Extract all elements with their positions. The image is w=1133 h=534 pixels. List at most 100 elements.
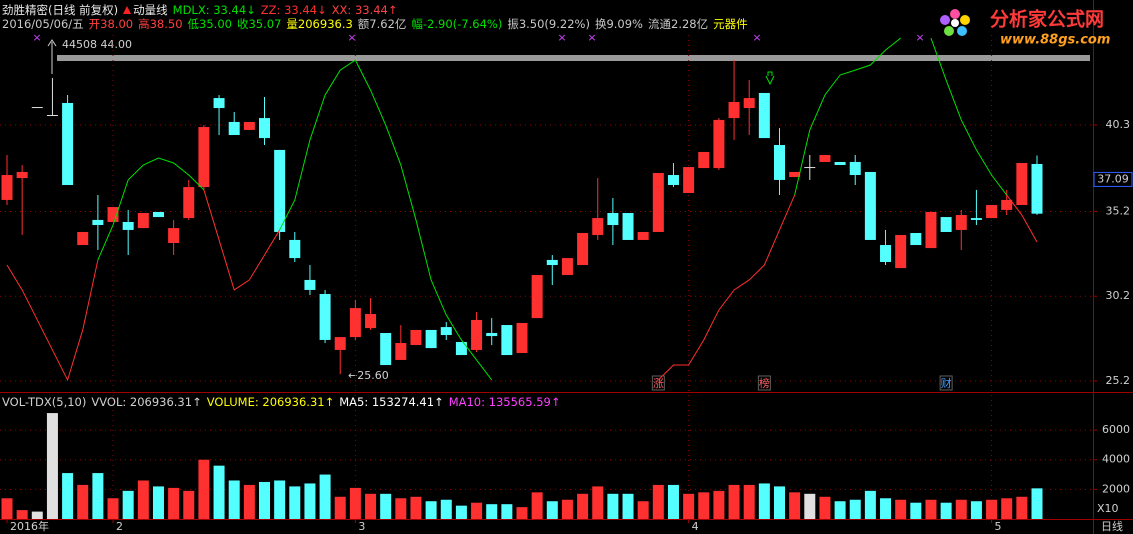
- indicator-line: [97, 157, 205, 261]
- volume-bar: [198, 459, 210, 519]
- marker: ×: [32, 31, 41, 44]
- legend-entry: XX: 33.44↑: [331, 3, 398, 17]
- candle-body: [395, 343, 407, 360]
- candle-body: [713, 119, 725, 169]
- volume-bar: [804, 493, 816, 519]
- volume-bar: [592, 486, 604, 519]
- candle-body: [152, 211, 164, 218]
- candle-body: [1031, 164, 1043, 214]
- candle-body: [213, 98, 225, 109]
- volume-bar: [758, 483, 770, 519]
- volume-bar: [940, 502, 952, 519]
- candle-body: [683, 167, 695, 193]
- candle-body: [77, 231, 89, 246]
- volume-bar: [289, 486, 301, 519]
- volume-bar: [259, 481, 270, 519]
- volume-bar: [1, 498, 13, 519]
- price-label: 37.09: [1097, 172, 1129, 185]
- candle-body: [910, 232, 922, 246]
- header-line: 劲胜精密(日线 前复权) 动量线 MDLX: 33.44↓ ZZ: 33.44↓ X…: [2, 2, 398, 18]
- volume-bar: [395, 498, 407, 519]
- x-tick-label: 2016年: [10, 519, 49, 533]
- candle-body: [425, 329, 437, 349]
- candle-body: [1001, 199, 1013, 210]
- candle-body: [804, 167, 816, 169]
- volume-bar: [425, 501, 437, 519]
- y-tick-label: 30.2: [1106, 289, 1131, 302]
- candle-body: [198, 127, 210, 188]
- volume-bar: [349, 487, 361, 519]
- candle-body: [31, 107, 43, 109]
- volume-bar: [819, 496, 831, 519]
- candle-body: [864, 171, 876, 240]
- signal-arrow: [765, 71, 775, 86]
- volume-bar: [607, 493, 619, 519]
- volume-bar: [834, 501, 846, 519]
- candle-body: [137, 212, 149, 229]
- marker: ×: [347, 31, 356, 44]
- indicator-icon: [123, 6, 132, 14]
- volume-bar: [380, 493, 392, 519]
- candle-body: [728, 101, 740, 119]
- candle-body: [880, 245, 892, 262]
- candle-body: [349, 308, 361, 338]
- volume-bar: [137, 480, 149, 519]
- volume-bar: [910, 502, 922, 519]
- y-tick-label: 2000: [1102, 482, 1130, 495]
- candle-body: [698, 151, 710, 169]
- candle-body: [516, 323, 528, 354]
- volume-bar: [743, 484, 755, 519]
- volume-header: VOL-TDX(5,10) VVOL: 206936.31↑ VOLUME: 206…: [2, 395, 560, 409]
- volume-bar: [31, 511, 43, 519]
- info-item: 振3.50(9.22%): [507, 17, 590, 31]
- volume-bar: [107, 498, 119, 519]
- candle-body: [758, 92, 770, 139]
- volume-bar: [895, 499, 907, 519]
- info-item: 高38.50: [138, 17, 183, 31]
- candle-body: [743, 98, 755, 109]
- indicator-name: 动量线: [123, 2, 168, 18]
- candle-body: [531, 275, 543, 319]
- info-item: 额7.62亿: [357, 17, 407, 31]
- candle-body: [925, 211, 937, 249]
- candle-body: [970, 218, 982, 220]
- candle-body: [107, 207, 119, 222]
- marker: ×: [752, 31, 761, 44]
- candle-body: [895, 235, 907, 269]
- volume-bar: [577, 493, 589, 519]
- volume-bar: [334, 496, 346, 519]
- candle-body: [637, 231, 649, 240]
- logo-center: [951, 19, 959, 27]
- volume-bar: [849, 499, 861, 519]
- price-label-box: [1093, 171, 1133, 187]
- volume-bar: [955, 499, 967, 519]
- volume-bar: [455, 505, 467, 519]
- candle-body: [834, 161, 846, 166]
- volume-bar: [471, 502, 483, 519]
- volume-bar: [92, 473, 104, 519]
- candle-body: [243, 121, 255, 130]
- candle-body: [183, 187, 195, 219]
- candle-body: [365, 314, 377, 329]
- logo-petal: [940, 15, 950, 25]
- volume-bar: [561, 499, 573, 519]
- volume-bar: [774, 486, 785, 519]
- indicator-line: [657, 194, 796, 381]
- volume-bar: [122, 490, 134, 519]
- volume-bar: [168, 487, 180, 519]
- volume-bar: [213, 465, 225, 519]
- volume-bar: [486, 504, 498, 519]
- candle-body: [440, 327, 452, 336]
- volume-bar: [986, 499, 998, 519]
- volume-bar: [925, 499, 937, 519]
- y-tick-label: 6000: [1102, 423, 1130, 436]
- candle-body: [46, 115, 58, 117]
- volume-bar: [652, 484, 664, 519]
- legend-entry: MDLX: 33.44↓: [172, 3, 256, 17]
- info-item: 收35.07: [236, 17, 282, 31]
- volume-bar: [77, 484, 89, 519]
- candle-body: [592, 218, 604, 236]
- info-item: 2016/05/06/五: [2, 17, 84, 31]
- volume-bar: [789, 492, 801, 519]
- event-label: 财: [941, 376, 952, 390]
